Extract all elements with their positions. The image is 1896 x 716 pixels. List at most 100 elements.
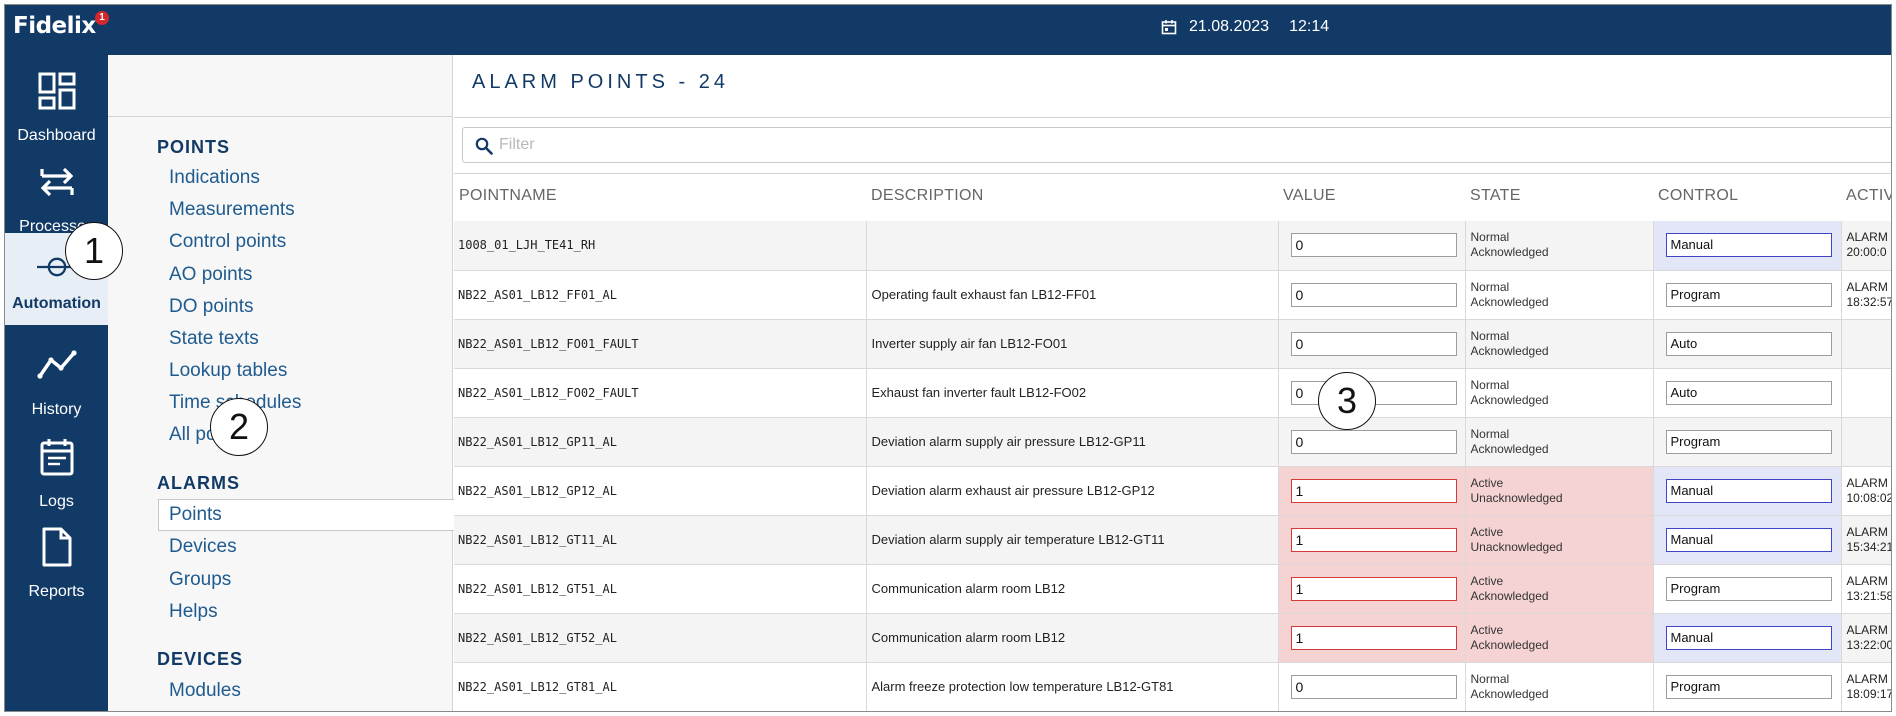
active-cell: ALARM C15:34:21 xyxy=(1840,515,1891,565)
pointname-cell: NB22_AS01_LB12_GP11_AL xyxy=(454,417,866,467)
description-cell: Alarm freeze protection low temperature … xyxy=(865,662,1278,711)
menu-item-alarm-helps[interactable]: Helps xyxy=(169,601,218,622)
state-cell: Normal Acknowledged xyxy=(1464,270,1653,320)
control-mode-field[interactable]: Manual xyxy=(1665,527,1832,552)
value-cell: 0 xyxy=(1277,221,1465,271)
table-row[interactable]: NB22_AS01_LB12_GT51_AL Communication alar… xyxy=(454,564,1891,614)
menu-item-control-points[interactable]: Control points xyxy=(169,231,287,252)
value-field[interactable]: 1 xyxy=(1290,527,1457,552)
app-window: Fidelix 1 21.08.2023 12:14 Dashboard Pro… xyxy=(4,4,1892,712)
menu-item-modules[interactable]: Modules xyxy=(169,680,241,701)
description-cell: Communication alarm room LB12 xyxy=(865,613,1278,663)
pointname-cell: NB22_AS01_LB12_GT52_AL xyxy=(454,613,866,663)
table-row[interactable]: NB22_AS01_LB12_FO01_FAULT Inverter supply… xyxy=(454,319,1891,369)
value-field[interactable]: 1 xyxy=(1290,478,1457,503)
active-time: 18:09:17 xyxy=(1846,686,1892,701)
menu-item-state-texts[interactable]: State texts xyxy=(169,328,259,349)
control-mode-field[interactable]: Program xyxy=(1665,282,1832,307)
pointname-cell: NB22_AS01_LB12_GT11_AL xyxy=(454,515,866,565)
menu-item-alarm-points[interactable]: Points xyxy=(169,504,222,525)
nav-label: History xyxy=(31,401,82,418)
filter-input[interactable] xyxy=(499,134,1399,156)
value-cell: 0 xyxy=(1277,319,1465,369)
value-cell: 1 xyxy=(1277,564,1465,614)
filter-box[interactable] xyxy=(462,127,1891,163)
devices-section-title: DEVICES xyxy=(157,649,244,669)
control-mode-field[interactable]: Auto xyxy=(1665,380,1832,405)
reports-icon xyxy=(37,525,77,569)
active-label: ALARM C xyxy=(1846,671,1892,686)
menu-item-indications[interactable]: Indications xyxy=(169,167,260,188)
control-mode-field[interactable]: Program xyxy=(1665,674,1832,699)
menu-item-alarm-groups[interactable]: Groups xyxy=(169,569,232,590)
column-header-value[interactable]: VALUE xyxy=(1283,187,1336,204)
value-cell: 0 xyxy=(1277,662,1465,711)
table-row[interactable]: NB22_AS01_LB12_GT81_AL Alarm freeze prote… xyxy=(454,662,1892,711)
value-field[interactable]: 1 xyxy=(1290,576,1457,601)
column-header-control[interactable]: CONTROL xyxy=(1658,187,1739,204)
active-time: 10:08:02 xyxy=(1846,490,1892,505)
state-ack: Acknowledged xyxy=(1470,392,1549,407)
control-mode-field[interactable]: Manual xyxy=(1665,478,1832,503)
table-row[interactable]: NB22_AS01_LB12_FO02_FAULT Exhaust fan inv… xyxy=(454,368,1891,418)
column-header-pointname[interactable]: POINTNAME xyxy=(459,187,557,204)
nav-reports[interactable]: Reports xyxy=(5,511,108,621)
state-ack: Acknowledged xyxy=(1470,343,1549,358)
menu-item-alarm-devices[interactable]: Devices xyxy=(169,536,237,557)
description-cell xyxy=(865,221,1278,271)
value-field[interactable]: 0 xyxy=(1290,429,1457,454)
nav-dashboard[interactable]: Dashboard xyxy=(5,55,108,165)
fidelix-logo[interactable]: Fidelix xyxy=(13,13,96,39)
state-cell: Active Unacknowledged xyxy=(1464,466,1653,516)
description-cell: Communication alarm room LB12 xyxy=(865,564,1278,614)
table-row[interactable]: NB22_AS01_LB12_GT52_AL Communication alar… xyxy=(454,613,1891,663)
state-ack: Acknowledged xyxy=(1470,686,1549,701)
control-mode-field[interactable]: Manual xyxy=(1665,625,1832,650)
nav-history[interactable]: History xyxy=(5,329,108,439)
control-mode-field[interactable]: Auto xyxy=(1665,331,1832,356)
menu-item-lookup-tables[interactable]: Lookup tables xyxy=(169,360,288,381)
control-cell: Auto xyxy=(1652,319,1841,369)
value-field[interactable]: 0 xyxy=(1290,674,1457,699)
state-cell: Normal Acknowledged xyxy=(1464,417,1653,467)
control-mode-field[interactable]: Program xyxy=(1665,576,1832,601)
value-field[interactable]: 1 xyxy=(1290,625,1457,650)
control-mode-field[interactable]: Manual xyxy=(1665,233,1832,258)
state-status: Normal xyxy=(1470,230,1510,245)
active-item-highlight xyxy=(158,499,454,531)
active-cell: ALARM C20:00:0 xyxy=(1840,221,1891,271)
nav-logs[interactable]: Logs xyxy=(5,421,108,531)
active-cell: ALARM C18:09:17 xyxy=(1840,662,1892,711)
column-header-state[interactable]: STATE xyxy=(1470,187,1521,204)
table-row[interactable]: 1008_01_LJH_TE41_RH 0 Normal Acknowledged Ma… xyxy=(454,221,1891,271)
value-field[interactable]: 0 xyxy=(1290,282,1457,307)
control-mode-field[interactable]: Program xyxy=(1665,429,1832,454)
value-cell: 0 xyxy=(1277,270,1465,320)
active-cell xyxy=(1840,417,1891,467)
state-cell: Normal Acknowledged xyxy=(1464,368,1653,418)
control-cell: Auto xyxy=(1652,368,1841,418)
pointname-cell: NB22_AS01_LB12_GP12_AL xyxy=(454,466,866,516)
value-cell: 1 xyxy=(1277,613,1465,663)
menu-item-ao-points[interactable]: AO points xyxy=(169,264,253,285)
state-ack: Acknowledged xyxy=(1470,245,1549,260)
table-row[interactable]: NB22_AS01_LB12_GP12_AL Deviation alarm ex… xyxy=(454,466,1892,516)
active-cell: ALARM C10:08:02 xyxy=(1840,466,1892,516)
table-row[interactable]: NB22_AS01_LB12_GP11_AL Deviation alarm su… xyxy=(454,417,1891,467)
pointname-cell: NB22_AS01_LB12_GT51_AL xyxy=(454,564,866,614)
table-row[interactable]: NB22_AS01_LB12_FF01_AL Operating fault ex… xyxy=(454,270,1891,320)
notification-badge[interactable]: 1 xyxy=(95,11,109,25)
current-time: 12:14 xyxy=(1289,18,1330,35)
dashboard-icon xyxy=(37,69,77,113)
column-header-active[interactable]: ACTIV xyxy=(1846,187,1892,204)
menu-item-measurements[interactable]: Measurements xyxy=(169,199,295,220)
control-cell: Program xyxy=(1652,270,1841,320)
value-field[interactable]: 0 xyxy=(1290,331,1457,356)
active-time: 20:00:0 xyxy=(1846,245,1887,260)
table-row[interactable]: NB22_AS01_LB12_GT11_AL Deviation alarm su… xyxy=(454,515,1891,565)
value-field[interactable]: 0 xyxy=(1290,233,1457,258)
current-date: 21.08.2023 xyxy=(1189,18,1270,35)
menu-item-do-points[interactable]: DO points xyxy=(169,296,254,317)
state-status: Normal xyxy=(1470,279,1510,294)
column-header-description[interactable]: DESCRIPTION xyxy=(871,187,984,204)
